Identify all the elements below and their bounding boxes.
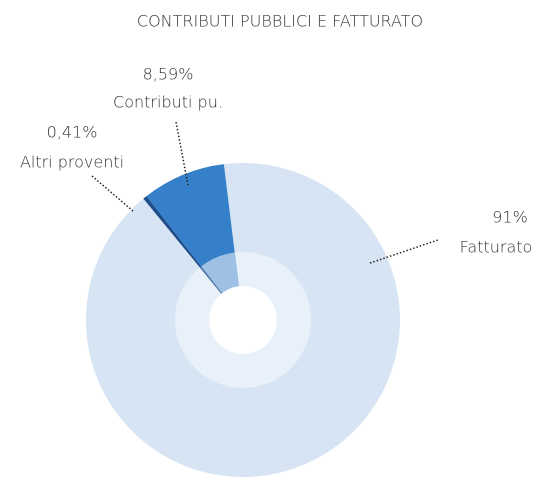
data-label: 91% xyxy=(492,208,528,227)
leader-line xyxy=(369,239,439,264)
data-label: 8,59% xyxy=(143,65,194,84)
pie-hole xyxy=(209,286,277,354)
category-label: Altri proventi xyxy=(20,153,124,172)
chart-title: CONTRIBUTI PUBBLICI E FATTURATO xyxy=(137,12,423,31)
category-label: Fatturato xyxy=(460,238,533,257)
leader-line xyxy=(91,175,134,212)
category-label: Contributi pu. xyxy=(113,93,223,112)
leader-line xyxy=(175,121,189,186)
data-label: 0,41% xyxy=(47,123,98,142)
